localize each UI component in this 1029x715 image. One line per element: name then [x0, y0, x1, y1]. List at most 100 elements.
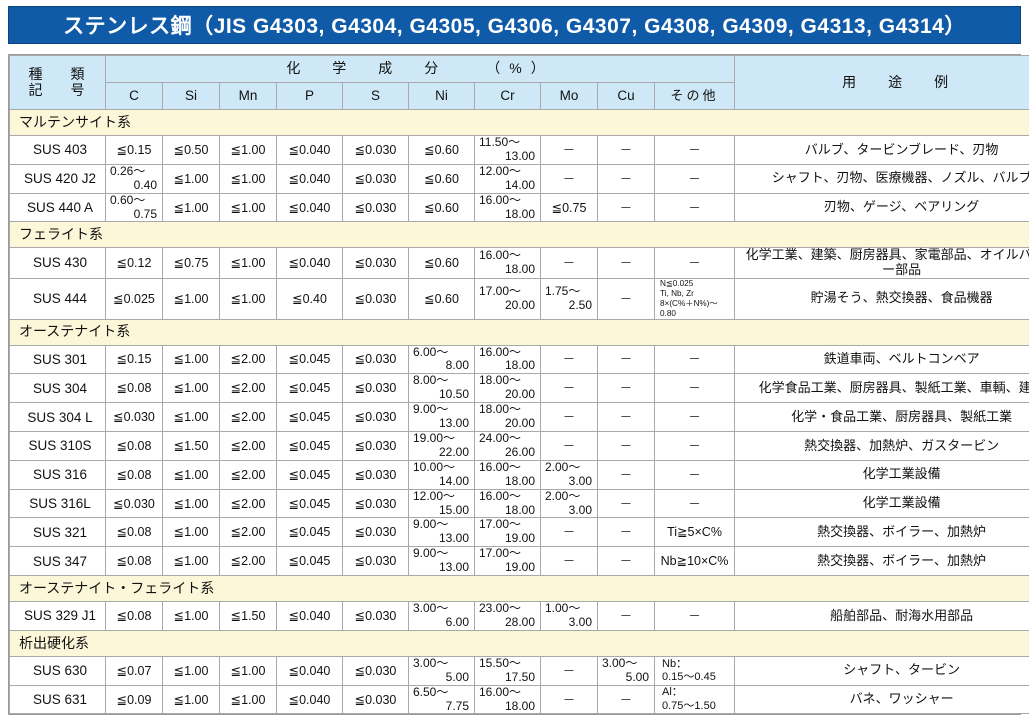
cell-mo: －: [541, 431, 598, 460]
cell-usage-example: バルブ、タービンブレード、刃物: [735, 136, 1029, 165]
range-value: 16.00～18.00: [478, 490, 537, 518]
range-value: 6.50～7.75: [412, 686, 471, 714]
header-element-other: その他: [655, 83, 735, 110]
cell-ni: 12.00～15.00: [409, 489, 475, 518]
range-value: 11.50～13.00: [478, 136, 537, 164]
header-chemical-composition: 化 学 成 分 （%）: [106, 56, 735, 83]
cell-mo: －: [541, 248, 598, 278]
cell-s: ≦0.030: [343, 278, 409, 319]
cell-mo: 2.00～3.00: [541, 460, 598, 489]
cell-c: ≦0.08: [106, 460, 163, 489]
cell-other: Al：0.75～1.50: [655, 685, 735, 714]
cell-usage-example: 船舶部品、耐海水用部品: [735, 602, 1029, 631]
cell-cu: －: [598, 278, 655, 319]
steel-grade-label: SUS 310S: [10, 431, 106, 460]
cell-cr: 15.50～17.50: [475, 656, 541, 685]
cell-s: ≦0.030: [343, 489, 409, 518]
range-value: 16.00～18.00: [478, 194, 537, 222]
cell-ni: ≦0.60: [409, 278, 475, 319]
steel-grade-label: SUS 329 J1: [10, 602, 106, 631]
range-value: 17.00～19.00: [478, 547, 537, 575]
steel-grade-label: SUS 301: [10, 345, 106, 374]
cell-cr: 24.00～26.00: [475, 431, 541, 460]
cell-p: ≦0.040: [277, 602, 343, 631]
cell-mo: －: [541, 136, 598, 165]
cell-other: －: [655, 248, 735, 278]
range-value: 9.00～13.00: [412, 547, 471, 575]
range-value: 16.00～18.00: [478, 686, 537, 714]
cell-mn: ≦1.00: [220, 164, 277, 193]
cell-cr: 11.50～13.00: [475, 136, 541, 165]
cell-ni: 10.00～14.00: [409, 460, 475, 489]
range-value: 15.50～17.50: [478, 657, 537, 685]
cell-c: ≦0.08: [106, 547, 163, 576]
range-value: 3.00～5.00: [601, 657, 651, 685]
cell-si: ≦0.50: [163, 136, 220, 165]
cell-ni: 3.00～5.00: [409, 656, 475, 685]
cell-other: －: [655, 403, 735, 432]
cell-c: 0.26～0.40: [106, 164, 163, 193]
cell-p: ≦0.040: [277, 164, 343, 193]
cell-mn: ≦2.00: [220, 460, 277, 489]
range-value: 10.00～14.00: [412, 461, 471, 489]
cell-usage-example: 化学・食品工業、厨房器具、製紙工業: [735, 403, 1029, 432]
cell-c: ≦0.08: [106, 431, 163, 460]
cell-other: －: [655, 374, 735, 403]
cell-other: －: [655, 164, 735, 193]
cell-cr: 16.00～18.00: [475, 460, 541, 489]
cell-cr: 23.00～28.00: [475, 602, 541, 631]
cell-p: ≦0.045: [277, 374, 343, 403]
cell-other: －: [655, 602, 735, 631]
cell-mo: 2.00～3.00: [541, 489, 598, 518]
cell-cu: －: [598, 685, 655, 714]
cell-mo: ≦0.75: [541, 193, 598, 222]
page-title-bar: ステンレス鋼（JIS G4303, G4304, G4305, G4306, G…: [8, 6, 1021, 44]
cell-c: ≦0.15: [106, 136, 163, 165]
section-label: マルテンサイト系: [10, 110, 1029, 136]
cell-ni: 3.00～6.00: [409, 602, 475, 631]
cell-mo: －: [541, 656, 598, 685]
header-element-cr: Cr: [475, 83, 541, 110]
cell-p: ≦0.045: [277, 431, 343, 460]
cell-cu: －: [598, 164, 655, 193]
cell-c: ≦0.15: [106, 345, 163, 374]
cell-usage-example: バネ、ワッシャー: [735, 685, 1029, 714]
cell-si: ≦1.00: [163, 374, 220, 403]
cell-s: ≦0.030: [343, 403, 409, 432]
cell-si: ≦1.00: [163, 602, 220, 631]
cell-cr: 17.00～19.00: [475, 547, 541, 576]
cell-other: －: [655, 431, 735, 460]
range-value: 8.00～10.50: [412, 374, 471, 402]
cell-cu: －: [598, 518, 655, 547]
cell-ni: 19.00～22.00: [409, 431, 475, 460]
steel-grade-label: SUS 403: [10, 136, 106, 165]
cell-mo: －: [541, 518, 598, 547]
cell-si: ≦1.00: [163, 345, 220, 374]
cell-s: ≦0.030: [343, 136, 409, 165]
cell-cu: －: [598, 602, 655, 631]
cell-c: ≦0.08: [106, 374, 163, 403]
range-value: 24.00～26.00: [478, 432, 537, 460]
steel-grade-label: SUS 316: [10, 460, 106, 489]
cell-p: ≦0.40: [277, 278, 343, 319]
cell-cu: －: [598, 460, 655, 489]
range-value: 9.00～13.00: [412, 403, 471, 431]
cell-si: ≦1.00: [163, 460, 220, 489]
cell-other: Nb：0.15～0.45: [655, 656, 735, 685]
header-element-mo: Mo: [541, 83, 598, 110]
range-value: 3.00～6.00: [412, 602, 471, 630]
steel-grade-label: SUS 347: [10, 547, 106, 576]
header-element-s: S: [343, 83, 409, 110]
header-element-p: P: [277, 83, 343, 110]
